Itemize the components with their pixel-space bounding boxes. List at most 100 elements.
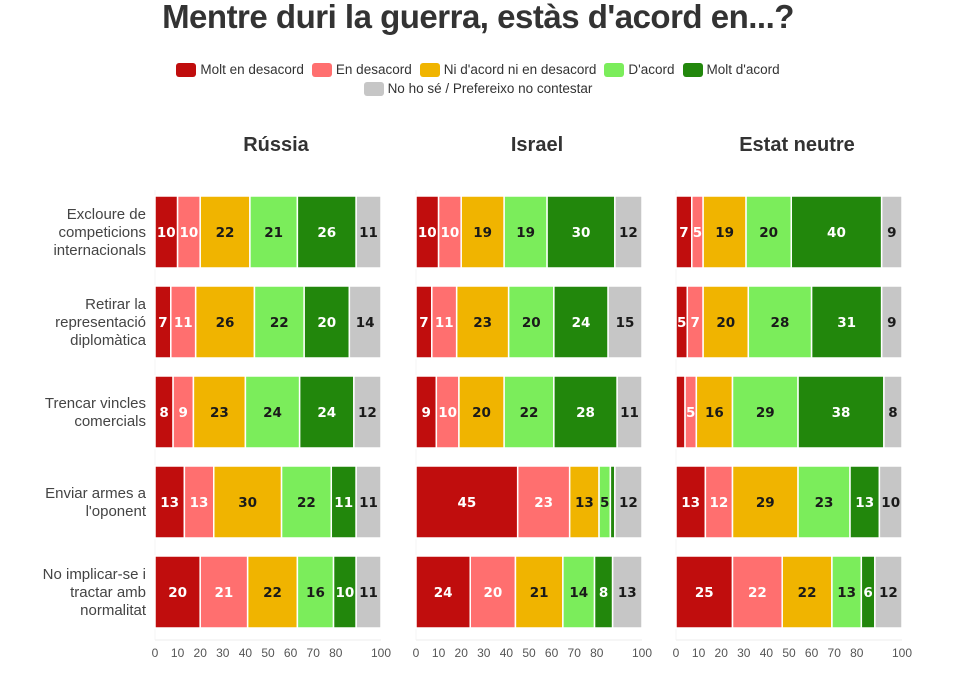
bar-estat-neutre-3-ni-d-acord-ni-en-desacord[interactable] (695, 375, 734, 449)
x-tick-label: 10 (692, 646, 706, 660)
data-label: 9 (179, 405, 188, 421)
data-label: 22 (748, 585, 767, 601)
legend-label: Ni d'acord ni en desacord (443, 62, 597, 77)
row-label-trencar-vincles: Trencar vincles comercials (45, 395, 146, 430)
bar-russia-1-molt-d-acord[interactable] (296, 195, 357, 269)
data-label: 30 (572, 225, 591, 241)
legend-label: En desacord (335, 62, 412, 77)
bar-israel-3-d-acord[interactable] (503, 375, 555, 449)
bar-israel-5-molt-en-desacord[interactable] (415, 555, 471, 629)
bar-estat-neutre-4-molt-d-acord[interactable] (849, 465, 881, 539)
bar-russia-2-molt-d-acord[interactable] (303, 285, 351, 359)
bar-estat-neutre-5-no-ho-se-prefereixo-no-contestar[interactable] (874, 555, 903, 629)
x-tick-label: 30 (216, 646, 230, 660)
bar-estat-neutre-1-ni-d-acord-ni-en-desacord[interactable] (702, 195, 747, 269)
bar-russia-3-no-ho-se-prefereixo-no-contestar[interactable] (353, 375, 382, 449)
bar-estat-neutre-1-no-ho-se-prefereixo-no-contestar[interactable] (880, 195, 903, 269)
bar-russia-1-no-ho-se-prefereixo-no-contestar[interactable] (355, 195, 382, 269)
bar-russia-3-d-acord[interactable] (244, 375, 301, 449)
legend-swatch (682, 62, 703, 77)
data-label: 21 (264, 225, 283, 241)
bar-russia-5-d-acord[interactable] (296, 555, 335, 629)
bar-russia-5-no-ho-se-prefereixo-no-contestar[interactable] (355, 555, 382, 629)
bar-russia-2-en-desacord[interactable] (170, 285, 197, 359)
data-label: 12 (358, 405, 377, 421)
bar-russia-3-molt-d-acord[interactable] (298, 375, 355, 449)
bar-russia-3-ni-d-acord-ni-en-desacord[interactable] (192, 375, 247, 449)
bar-estat-neutre-3-d-acord[interactable] (731, 375, 799, 449)
bar-israel-4-molt-en-desacord[interactable] (415, 465, 519, 539)
bar-russia-4-no-ho-se-prefereixo-no-contestar[interactable] (355, 465, 382, 539)
bar-russia-4-en-desacord[interactable] (183, 465, 215, 539)
bar-israel-5-en-desacord[interactable] (469, 555, 517, 629)
bar-estat-neutre-4-no-ho-se-prefereixo-no-contestar[interactable] (878, 465, 903, 539)
data-label: 5 (686, 405, 695, 421)
bar-russia-5-en-desacord[interactable] (199, 555, 249, 629)
row-label-line: Excloure de (67, 206, 146, 223)
bar-estat-neutre-2-no-ho-se-prefereixo-no-contestar[interactable] (880, 285, 903, 359)
x-tick-label: 40 (760, 646, 774, 660)
legend-item-molt-d-acord[interactable]: Molt d'acord (682, 60, 780, 79)
bar-israel-3-no-ho-se-prefereixo-no-contestar[interactable] (616, 375, 643, 449)
bar-estat-neutre-5-ni-d-acord-ni-en-desacord[interactable] (781, 555, 833, 629)
legend-item-molt-en-desacord[interactable]: Molt en desacord (176, 60, 304, 79)
bar-estat-neutre-5-en-desacord[interactable] (731, 555, 783, 629)
bar-russia-5-molt-en-desacord[interactable] (154, 555, 201, 629)
legend-label: No ho sé / Prefereixo no contestar (387, 81, 593, 96)
bar-estat-neutre-1-d-acord[interactable] (745, 195, 793, 269)
bar-russia-2-d-acord[interactable] (253, 285, 305, 359)
bar-israel-4-no-ho-se-prefereixo-no-contestar[interactable] (614, 465, 643, 539)
bar-estat-neutre-4-en-desacord[interactable] (704, 465, 734, 539)
bar-russia-4-molt-en-desacord[interactable] (154, 465, 186, 539)
data-label: 26 (216, 315, 235, 331)
bar-israel-5-no-ho-se-prefereixo-no-contestar[interactable] (611, 555, 643, 629)
bar-israel-3-ni-d-acord-ni-en-desacord[interactable] (458, 375, 505, 449)
panel-title: Rússia (243, 134, 309, 156)
bar-estat-neutre-5-d-acord[interactable] (831, 555, 863, 629)
bar-russia-2-ni-d-acord-ni-en-desacord[interactable] (194, 285, 256, 359)
data-label: 30 (238, 495, 257, 511)
bar-israel-2-no-ho-se-prefereixo-no-contestar[interactable] (607, 285, 643, 359)
data-label: 12 (879, 585, 898, 601)
x-tick-label: 80 (850, 646, 864, 660)
bar-israel-2-en-desacord[interactable] (431, 285, 458, 359)
x-tick-label: 40 (239, 646, 253, 660)
bar-estat-neutre-3-molt-en-desacord[interactable] (675, 375, 686, 449)
bar-israel-4-en-desacord[interactable] (516, 465, 571, 539)
bar-estat-neutre-1-molt-d-acord[interactable] (790, 195, 883, 269)
row-label-line: competicions (58, 224, 146, 241)
bar-russia-4-d-acord[interactable] (280, 465, 333, 539)
legend-item-d-acord[interactable]: D'acord (604, 60, 675, 79)
x-tick-label: 50 (261, 646, 275, 660)
row-label-enviar-armes-a: Enviar armes a l'oponent (45, 485, 147, 520)
bar-israel-1-molt-d-acord[interactable] (546, 195, 616, 269)
legend-item-en-desacord[interactable]: En desacord (311, 60, 412, 79)
data-label: 24 (317, 405, 336, 421)
bar-israel-5-d-acord[interactable] (562, 555, 596, 629)
bar-israel-1-no-ho-se-prefereixo-no-contestar[interactable] (614, 195, 643, 269)
legend-label: Molt en desacord (200, 62, 304, 77)
bar-russia-2-no-ho-se-prefereixo-no-contestar[interactable] (348, 285, 382, 359)
bar-estat-neutre-2-d-acord[interactable] (747, 285, 813, 359)
bar-israel-3-molt-d-acord[interactable] (553, 375, 618, 449)
data-label: 21 (215, 585, 234, 601)
bar-israel-2-molt-d-acord[interactable] (553, 285, 609, 359)
data-label: 10 (881, 495, 900, 511)
bar-estat-neutre-2-ni-d-acord-ni-en-desacord[interactable] (702, 285, 750, 359)
data-label: 20 (168, 585, 187, 601)
bar-israel-1-d-acord[interactable] (503, 195, 548, 269)
data-label: 14 (356, 315, 375, 331)
bar-estat-neutre-3-no-ho-se-prefereixo-no-contestar[interactable] (883, 375, 903, 449)
data-label: 11 (359, 495, 378, 511)
data-label: 5 (677, 315, 686, 331)
legend-item-ni-d-acord-ni-en-desacord[interactable]: Ni d'acord ni en desacord (419, 60, 597, 79)
bar-estat-neutre-2-molt-d-acord[interactable] (810, 285, 883, 359)
legend-item-no-ho-se-prefereixo-no-contestar[interactable]: No ho sé / Prefereixo no contestar (363, 79, 593, 98)
data-label: 19 (473, 225, 492, 241)
bar-russia-1-ni-d-acord-ni-en-desacord[interactable] (199, 195, 251, 269)
legend-swatch (176, 62, 197, 77)
panel-title: Estat neutre (739, 134, 855, 156)
